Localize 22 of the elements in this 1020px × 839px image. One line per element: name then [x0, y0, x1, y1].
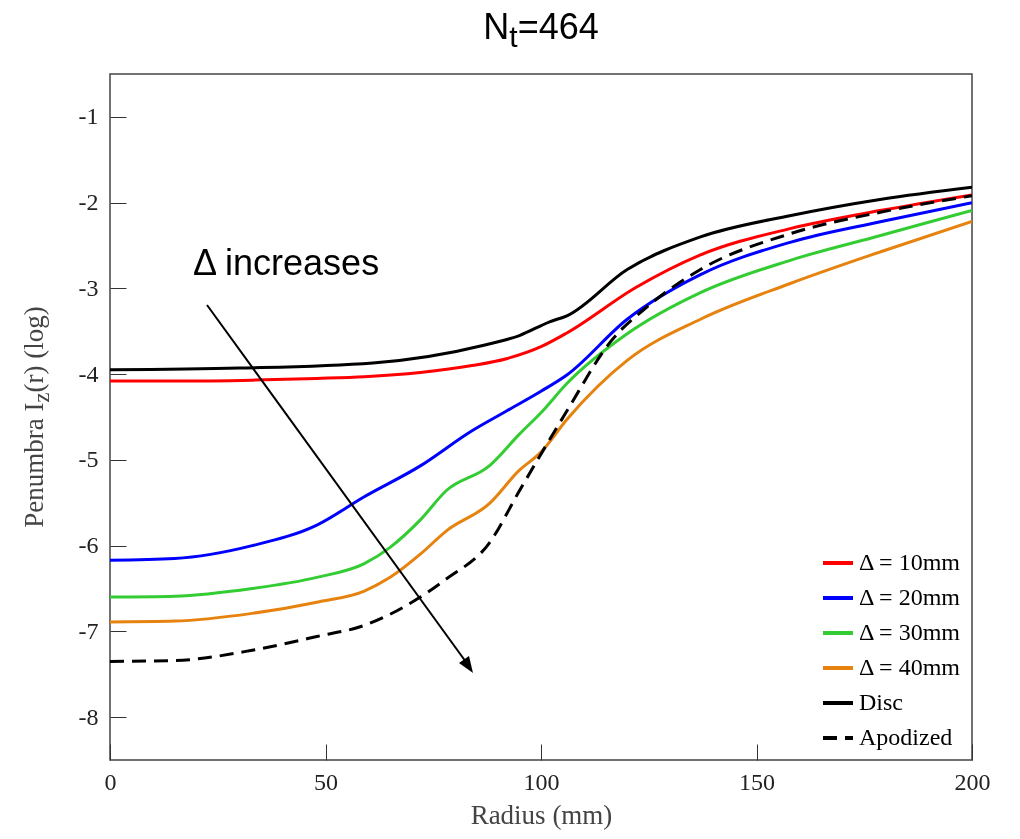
y-tick-label: -4 [78, 360, 99, 387]
y-tick-label: -6 [78, 532, 99, 559]
annotation: Δ increases [193, 242, 380, 284]
y-tick-label: -3 [78, 274, 99, 301]
x-tick-label: 200 [954, 768, 991, 795]
legend-label: Δ = 10mm [859, 549, 961, 575]
y-tick-label: -8 [78, 703, 99, 730]
x-tick-label: 50 [314, 768, 338, 795]
x-tick-label: 100 [523, 768, 560, 795]
legend-label: Apodized [859, 724, 953, 750]
x-tick-label: 150 [739, 768, 775, 795]
x-tick-label: 0 [104, 768, 117, 795]
legend-label: Δ = 40mm [859, 654, 961, 680]
x-axis-title: Radius (mm) [470, 799, 613, 830]
y-tick-label: -1 [78, 103, 99, 130]
legend-label: Disc [859, 689, 903, 715]
legend-label: Δ = 20mm [859, 584, 961, 610]
y-tick-label: -7 [78, 617, 99, 644]
y-tick-label: -2 [78, 189, 99, 216]
legend-label: Δ = 30mm [859, 619, 961, 645]
chart-title: N$_{t}$=464 [482, 6, 600, 55]
y-tick-label: -5 [78, 446, 99, 473]
